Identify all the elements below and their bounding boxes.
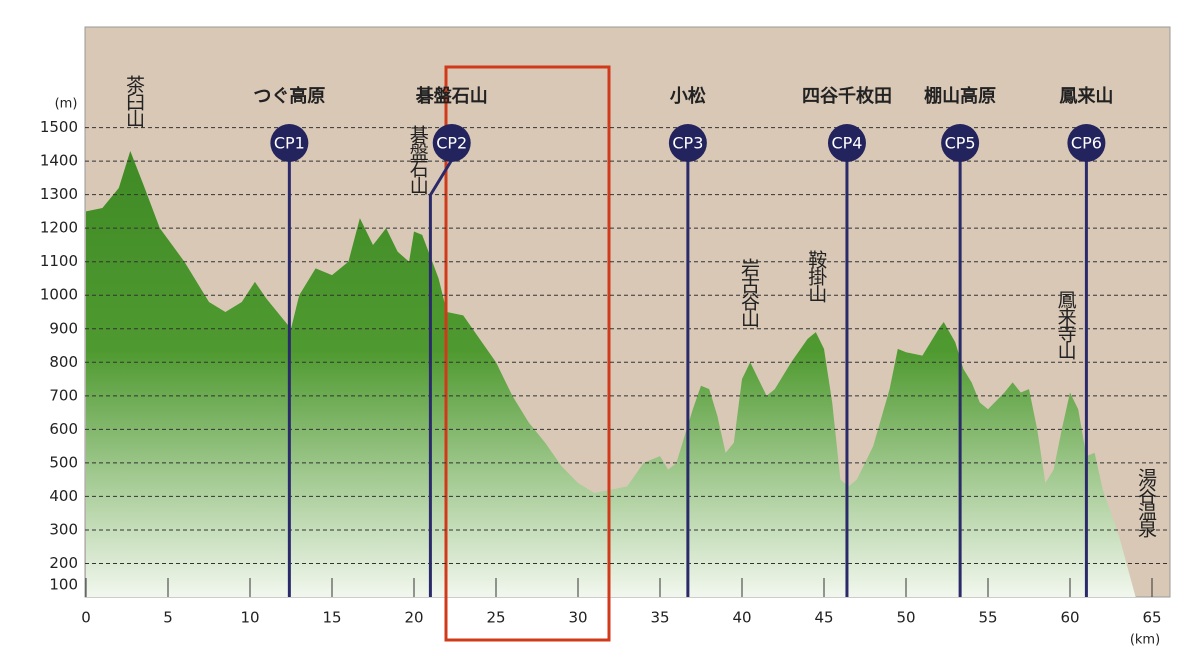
y-tick-label: 800 (49, 353, 78, 371)
x-tick-label: 40 (732, 609, 751, 627)
y-tick-label: 300 (49, 520, 78, 538)
checkpoint-label: CP5 (945, 134, 976, 153)
elevation-area (86, 151, 1136, 597)
x-tick-label: 15 (322, 609, 341, 627)
y-tick-label: 1300 (40, 185, 78, 203)
checkpoint-label: CP2 (436, 134, 467, 153)
checkpoint-label: CP1 (274, 134, 305, 153)
y-tick-label: 600 (49, 420, 78, 438)
checkpoint-marker (941, 124, 980, 162)
place-name: 四谷千枚田 (802, 85, 892, 107)
place-name: 棚山高原 (924, 85, 996, 107)
y-tick-label: 100 (49, 576, 78, 594)
x-tick-label: 45 (814, 609, 833, 627)
peak-label: 岩古谷山 (738, 258, 760, 328)
peak-label: 碁盤石山 (407, 125, 429, 195)
y-tick-label: 400 (49, 487, 78, 505)
checkpoint-marker (827, 124, 866, 162)
checkpoint-marker (270, 124, 309, 162)
peak-label: 鞍掛山 (805, 250, 827, 303)
peak-label: 茶臼山 (123, 75, 145, 128)
x-tick-label: 10 (240, 609, 259, 627)
place-name: つぐ高原 (253, 85, 325, 107)
place-name: 碁盤石山 (415, 85, 488, 107)
x-tick-label: 65 (1142, 609, 1161, 627)
checkpoint-label: CP6 (1071, 134, 1102, 153)
y-tick-label: 500 (49, 453, 78, 471)
checkpoint-line (428, 159, 454, 597)
x-tick-label: 30 (568, 609, 587, 627)
checkpoint-marker (432, 124, 471, 162)
y-tick-label: 1000 (40, 286, 78, 304)
checkpoint-label: CP4 (831, 134, 862, 153)
y-tick-label: 700 (49, 386, 78, 404)
y-unit: (m) (55, 97, 78, 112)
x-tick-label: 60 (1060, 609, 1079, 627)
y-tick-label: 1500 (40, 118, 78, 136)
peak-label: 鳳来寺山 (1055, 290, 1077, 360)
x-unit: (km) (1130, 633, 1160, 648)
checkpoint-marker (668, 124, 707, 162)
x-tick-label: 25 (486, 609, 505, 627)
y-tick-label: 1400 (40, 152, 78, 170)
y-tick-label: 200 (49, 554, 78, 572)
x-tick-label: 0 (81, 609, 91, 627)
y-tick-label: 1100 (40, 252, 78, 270)
highlight-box (444, 65, 611, 642)
x-tick-label: 50 (896, 609, 915, 627)
place-name: 鳳来山 (1059, 86, 1113, 107)
peak-label: 湯谷温泉 (1135, 468, 1157, 538)
y-tick-label: 1200 (40, 219, 78, 237)
x-tick-label: 5 (163, 609, 173, 627)
checkpoint-label: CP3 (672, 134, 703, 153)
place-name: 小松 (670, 85, 706, 107)
y-tick-label: 900 (49, 319, 78, 337)
x-tick-label: 55 (978, 609, 997, 627)
checkpoint-marker (1067, 124, 1106, 162)
x-tick-label: 35 (650, 609, 669, 627)
x-tick-label: 20 (404, 609, 423, 627)
